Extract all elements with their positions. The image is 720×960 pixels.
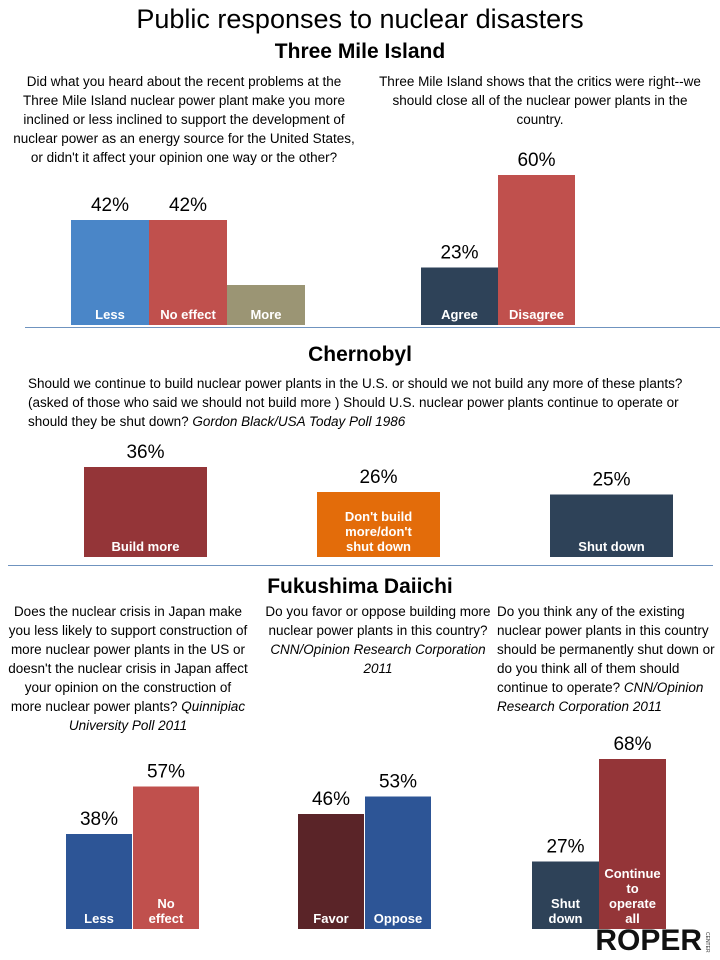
section-divider [25,327,720,328]
chernobyl-question-source: Gordon Black/USA Today Poll 1986 [192,414,406,429]
fukushima-question-2: Do you favor or oppose building more nuc… [262,602,494,678]
bar-less [71,220,149,325]
section-heading-three-mile-island: Three Mile Island [274,40,446,63]
data-label: 57% [147,762,185,783]
data-label: 46% [312,789,350,810]
fukushima-question-1: Does the nuclear crisis in Japan make yo… [8,602,248,735]
data-label: 23% [440,243,478,264]
category-label: No effect [160,307,216,322]
category-label: Don't build more/don't shut down [345,509,413,554]
category-label: Continue to operate all [604,866,660,926]
data-label: 26% [359,467,397,488]
section-divider [8,565,713,566]
category-label: More [250,307,281,322]
data-label: 53% [379,772,417,793]
category-label: Disagree [509,307,564,322]
page-title: Public responses to nuclear disasters [136,4,584,34]
bar-favor [298,814,364,929]
chernobyl-question: Should we continue to build nuclear powe… [28,374,708,431]
section-heading-fukushima-daiichi: Fukushima Daiichi [267,575,453,598]
data-label: 42% [91,195,129,216]
category-label: Shut down [578,539,644,554]
data-label: 68% [613,734,651,755]
chart-fuku2: 46% Favor 53% Oppose [298,772,431,929]
fukushima-question-1-source: Quinnipiac University Poll 2011 [68,699,246,733]
category-label: Less [95,307,125,322]
bar-more [227,285,305,325]
category-label: Oppose [374,911,422,926]
fukushima-question-3-source: CNN/Opinion Research Corporation 2011 [497,680,704,714]
fukushima-question-3-text: Do you think any of the existing nuclear… [497,604,715,695]
roper-logo-sub: CENTER [704,932,710,953]
chart-tmi2: 23% Agree 60% Disagree [421,150,575,325]
category-label: Shut down [549,896,583,926]
category-label: Agree [441,307,478,322]
bar-oppose [365,796,431,929]
chart-fuku3: 27% Shut down 68% Continue to operate all [532,734,666,929]
tmi-question-2: Three Mile Island shows that the critics… [379,74,701,127]
bar-build-more [84,467,207,557]
roper-logo: ROPER [595,924,702,957]
chart-fuku1: 38% Less 57% No effect [66,762,199,929]
data-label: 42% [169,195,207,216]
data-label: 27% [546,837,584,858]
bar-no-effect [133,786,199,929]
bar-continue-to-operate-all [599,759,666,929]
chart-tmi1: 42% Less 42% No effect More [71,195,305,325]
bar-shut-down [550,494,673,557]
bar-disagree [498,175,575,325]
bar-shut-down [532,861,599,929]
section-heading-chernobyl: Chernobyl [308,343,412,366]
bar-no-effect [149,220,227,325]
tmi-question-1: Did what you heard about the recent prob… [13,74,355,165]
bar-don-t-build-more-don-t-shut-down [317,492,440,557]
data-label: 60% [517,150,555,171]
category-label: Build more [112,539,180,554]
fukushima-question-3: Do you think any of the existing nuclear… [497,602,715,716]
category-label: No effect [149,896,184,926]
category-label: Less [84,911,114,926]
data-label: 25% [592,470,630,491]
chart-chern: 36% Build more 26% Don't build more/don't shu… [84,442,673,557]
data-label: 36% [126,442,164,463]
fukushima-question-2-source: CNN/Opinion Research Corporation 2011 [270,642,486,676]
bar-agree [421,267,498,325]
chernobyl-question-text: Should we continue to build nuclear powe… [28,376,683,429]
fukushima-question-2-text: Do you favor or oppose building more nuc… [265,604,491,638]
fukushima-question-1-text: Does the nuclear crisis in Japan make yo… [8,604,248,714]
data-label: 38% [80,809,118,830]
bar-less [66,834,132,929]
category-label: Favor [313,911,348,926]
